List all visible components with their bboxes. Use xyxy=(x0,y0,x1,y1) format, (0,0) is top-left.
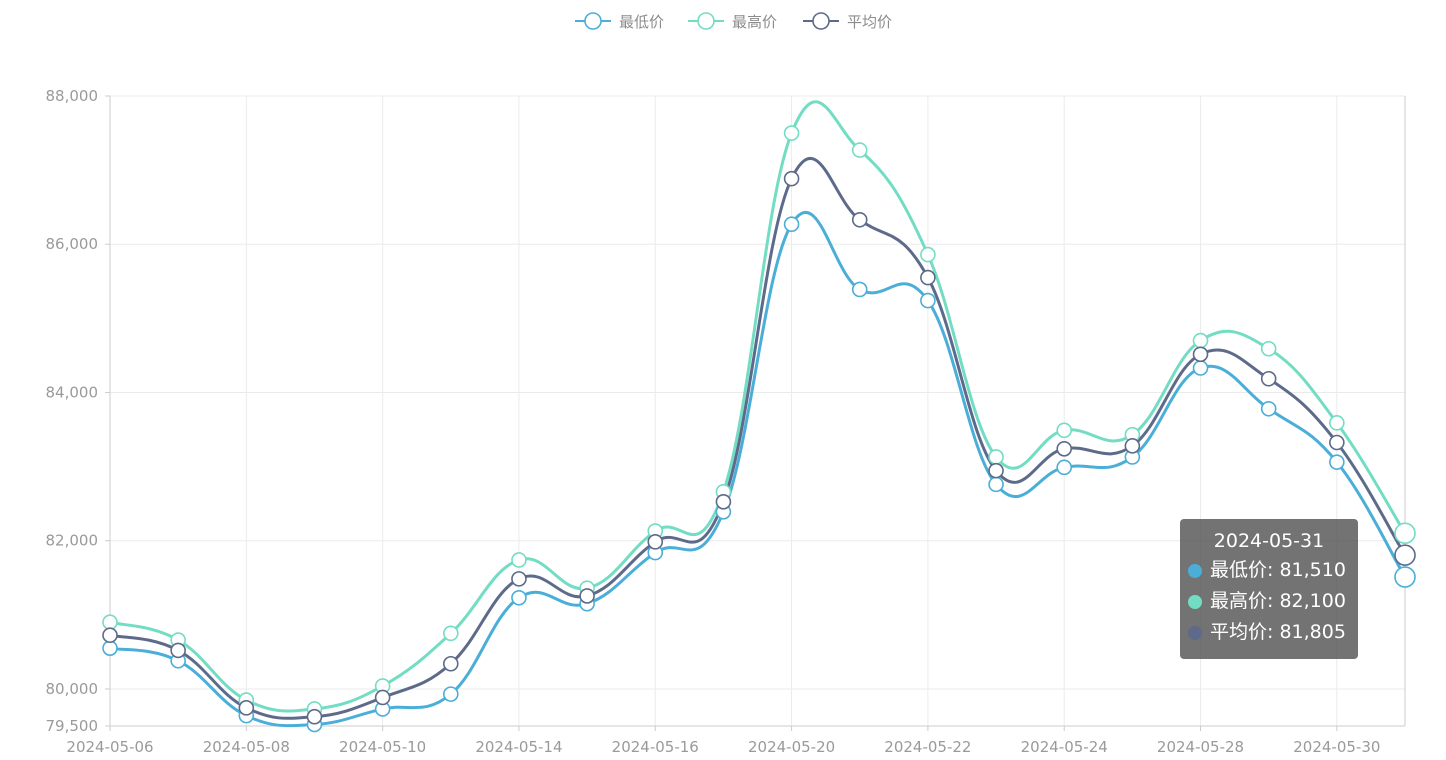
tooltip-row-avg: 平均价: 81,805 xyxy=(1188,617,1358,648)
tooltip-row-low: 最低价: 81,510 xyxy=(1188,555,1358,586)
data-point-low[interactable] xyxy=(102,640,118,656)
tooltip-label-avg: 平均价 xyxy=(1210,621,1268,643)
data-point-avg[interactable] xyxy=(1124,438,1141,454)
data-point-high[interactable] xyxy=(1329,415,1345,431)
tooltip-dot-avg xyxy=(1188,625,1202,640)
x-tick-label: 2024-05-10 xyxy=(339,738,426,756)
data-point-low[interactable] xyxy=(442,686,459,702)
series-line-low xyxy=(109,211,1407,728)
legend-label-high[interactable]: 最高价 xyxy=(732,13,777,31)
y-tick-label: 88,000 xyxy=(46,87,99,105)
data-point-avg[interactable] xyxy=(442,655,459,672)
series-line-high xyxy=(109,100,1407,713)
x-tick-label: 2024-05-20 xyxy=(748,738,835,756)
tooltip-title: 2024-05-31 xyxy=(1213,530,1325,552)
data-point-avg[interactable] xyxy=(306,708,323,725)
data-point-high[interactable] xyxy=(1056,422,1073,439)
legend[interactable]: 最低价 最高价 平均价 xyxy=(575,12,892,31)
data-point-avg[interactable] xyxy=(715,493,732,510)
data-point-high[interactable] xyxy=(1260,340,1277,357)
data-point-low[interactable] xyxy=(988,476,1004,493)
data-point-avg[interactable] xyxy=(1329,434,1345,451)
data-point-low[interactable] xyxy=(511,589,527,606)
data-point-high[interactable] xyxy=(920,246,936,263)
y-tick-label: 84,000 xyxy=(46,383,99,401)
data-point-avg[interactable] xyxy=(374,689,391,706)
data-point-low[interactable] xyxy=(1056,459,1073,476)
data-point-avg[interactable] xyxy=(238,700,255,716)
data-point-low[interactable] xyxy=(1192,360,1209,376)
tooltip: 2024-05-31 最低价: 81,510 最高价: 82,100 平均价: … xyxy=(1180,519,1358,659)
data-point-low[interactable] xyxy=(1394,566,1416,588)
series-group xyxy=(102,100,1416,733)
data-point-avg[interactable] xyxy=(988,462,1004,479)
legend-marker-high[interactable] xyxy=(697,12,715,30)
legend-label-avg[interactable]: 平均价 xyxy=(847,13,892,31)
data-point-avg[interactable] xyxy=(170,642,186,659)
x-tick-label: 2024-05-08 xyxy=(203,738,290,756)
x-tick-label: 2024-05-30 xyxy=(1293,738,1380,756)
y-tick-label: 79,500 xyxy=(46,717,99,735)
data-point-avg[interactable] xyxy=(1260,370,1277,387)
data-point-low[interactable] xyxy=(1329,454,1345,470)
data-point-avg[interactable] xyxy=(1056,440,1073,457)
data-point-low[interactable] xyxy=(1260,400,1277,417)
tooltip-dot-high xyxy=(1188,594,1202,609)
data-point-high[interactable] xyxy=(783,125,800,141)
tooltip-dot-low xyxy=(1188,563,1202,578)
data-point-avg[interactable] xyxy=(579,588,595,604)
data-point-avg[interactable] xyxy=(1192,346,1209,363)
tooltip-value-high: 82,100 xyxy=(1279,590,1346,612)
data-point-high[interactable] xyxy=(511,552,527,568)
data-point-avg[interactable] xyxy=(920,269,936,286)
data-point-avg[interactable] xyxy=(1394,544,1416,566)
data-point-high[interactable] xyxy=(102,614,118,631)
data-point-high[interactable] xyxy=(988,449,1004,465)
data-point-avg[interactable] xyxy=(102,627,118,644)
data-point-high[interactable] xyxy=(851,142,868,158)
legend-marker-avg[interactable] xyxy=(812,12,830,30)
y-tick-label: 80,000 xyxy=(46,680,99,698)
tooltip-label-low: 最低价 xyxy=(1210,559,1268,581)
legend-marker-low[interactable] xyxy=(584,12,602,30)
data-point-high[interactable] xyxy=(1192,332,1209,349)
data-point-avg[interactable] xyxy=(783,170,800,187)
x-tick-label: 2024-05-16 xyxy=(612,738,699,756)
x-tick-label: 2024-05-06 xyxy=(66,738,153,756)
data-point-low[interactable] xyxy=(920,292,936,309)
x-tick-label: 2024-05-28 xyxy=(1157,738,1244,756)
data-point-low[interactable] xyxy=(783,216,800,233)
data-point-high[interactable] xyxy=(1394,522,1416,545)
data-point-avg[interactable] xyxy=(647,534,664,550)
tooltip-value-avg: 81,805 xyxy=(1279,621,1346,643)
y-tick-label: 86,000 xyxy=(46,235,99,253)
data-point-high[interactable] xyxy=(442,625,459,642)
data-point-avg[interactable] xyxy=(851,211,868,228)
x-tick-label: 2024-05-14 xyxy=(475,738,562,756)
series-line-avg xyxy=(109,157,1407,720)
x-tick-label: 2024-05-22 xyxy=(884,738,971,756)
tooltip-value-low: 81,510 xyxy=(1279,559,1346,581)
tooltip-row-high: 最高价: 82,100 xyxy=(1188,586,1358,617)
y-tick-label: 82,000 xyxy=(46,532,99,550)
axes: 79,500 80,000 82,000 84,000 86,000 88,000 2024… xyxy=(46,87,1406,756)
legend-label-low[interactable]: 最低价 xyxy=(619,13,664,31)
x-tick-label: 2024-05-24 xyxy=(1021,738,1108,756)
data-point-low[interactable] xyxy=(851,281,868,298)
tooltip-label-high: 最高价 xyxy=(1210,590,1268,612)
data-point-avg[interactable] xyxy=(511,571,527,587)
